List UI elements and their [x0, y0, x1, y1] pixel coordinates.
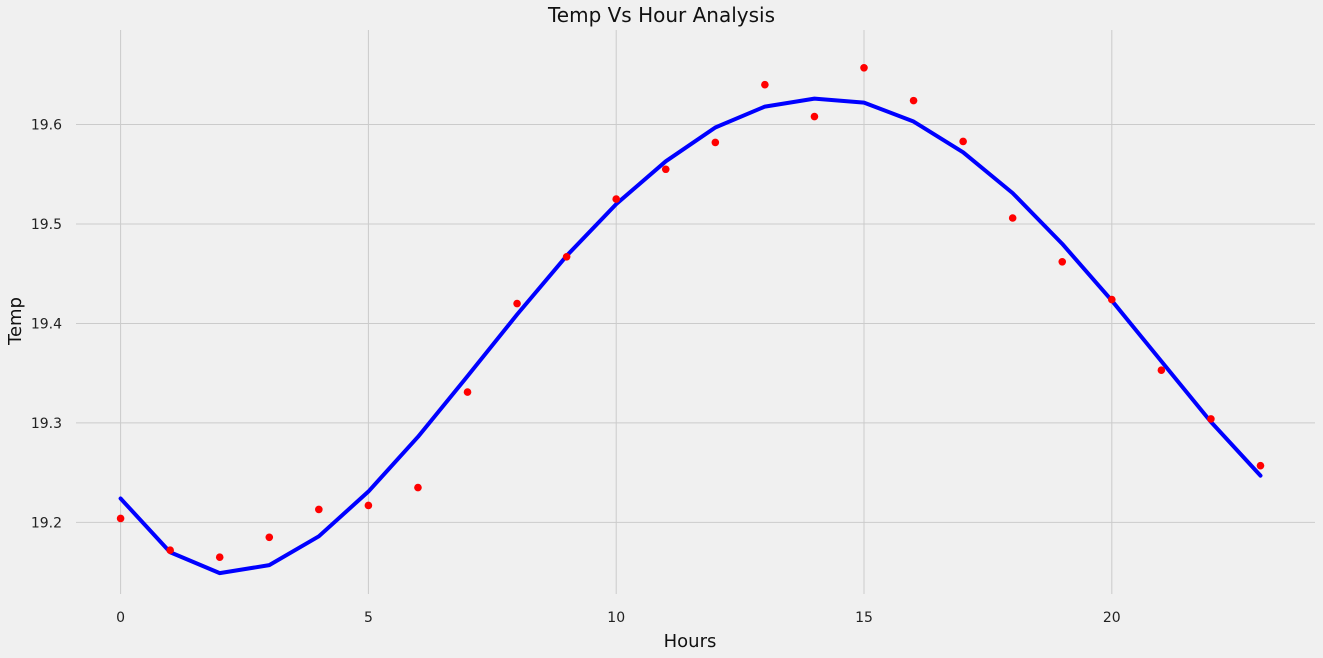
y-tick-label: 19.2	[31, 515, 62, 531]
x-tick-labels: 0 5 10 15 20	[116, 610, 1121, 626]
data-point	[909, 96, 918, 105]
data-point	[761, 80, 769, 89]
line-series	[118, 96, 1263, 576]
y-tick-label: 19.3	[31, 416, 62, 432]
x-tick-label: 5	[364, 610, 373, 626]
data-point	[860, 63, 868, 72]
data-point	[1157, 366, 1166, 374]
data-point	[1108, 295, 1116, 304]
x-tick-label: 15	[855, 610, 873, 626]
data-point	[265, 533, 274, 542]
x-tick-label: 10	[607, 610, 625, 626]
data-point	[215, 553, 224, 561]
data-point	[166, 546, 174, 555]
data-point	[315, 505, 323, 514]
data-point	[661, 165, 670, 174]
chart-title: Temp Vs Hour Analysis	[547, 3, 775, 27]
data-point	[463, 388, 472, 396]
y-tick-labels: 19.2 19.3 19.4 19.5 19.6	[31, 117, 62, 531]
data-point	[959, 137, 967, 146]
fit-line	[118, 96, 1263, 576]
y-axis-label: Temp	[5, 297, 26, 346]
x-axis-label: Hours	[664, 631, 717, 652]
data-point	[1256, 461, 1265, 470]
grid	[76, 30, 1315, 594]
data-point	[364, 501, 373, 510]
x-tick-label: 0	[116, 610, 125, 626]
data-point	[116, 514, 125, 523]
data-point	[810, 112, 819, 121]
data-point	[513, 299, 521, 308]
data-point	[562, 252, 571, 261]
y-tick-label: 19.4	[31, 316, 62, 332]
data-point	[711, 138, 720, 147]
scatter-series	[116, 63, 1265, 561]
data-point	[1058, 257, 1067, 266]
x-tick-label: 20	[1103, 610, 1121, 626]
data-point	[612, 195, 621, 203]
data-point	[414, 483, 422, 492]
y-tick-label: 19.6	[31, 117, 62, 133]
data-point	[1207, 415, 1215, 423]
data-point	[1008, 214, 1017, 222]
y-tick-label: 19.5	[31, 217, 62, 233]
